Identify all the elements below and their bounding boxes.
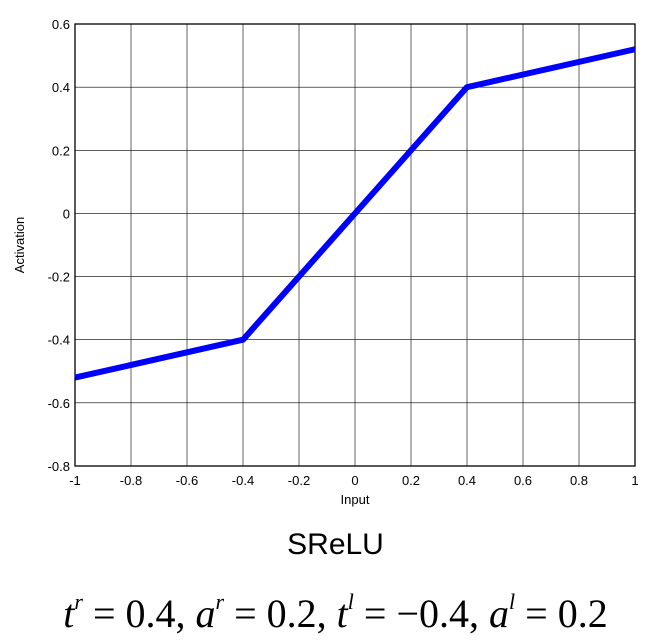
y-tick-label: 0.2: [52, 143, 70, 158]
formula-a-l-sup: l: [509, 589, 516, 614]
x-tick-label: 1: [631, 473, 638, 488]
plot-frame: [74, 23, 636, 467]
x-tick-label: -0.2: [288, 473, 310, 488]
srelu-curve: [74, 46, 636, 381]
formula-t-r-symbol: t: [63, 591, 75, 636]
formula-t-l-sup: l: [347, 589, 354, 614]
y-tick-label: -0.4: [48, 333, 70, 348]
x-tick-label: -0.4: [232, 473, 254, 488]
x-tick-label: -1: [69, 473, 81, 488]
y-axis-label: Activation: [12, 217, 27, 273]
y-tick-label: -0.6: [48, 396, 70, 411]
x-tick-label: 0.6: [514, 473, 532, 488]
formula-t-l-symbol: t: [336, 591, 348, 636]
formula-a-l-symbol: a: [489, 591, 510, 636]
series-layer: [74, 46, 636, 381]
formula-a-r-value: = 0.2,: [234, 591, 327, 636]
formula-t-l-value: = −0.4,: [363, 591, 480, 636]
x-tick-label: 0.8: [570, 473, 588, 488]
parameter-formula: tr = 0.4, ar = 0.2, tl = −0.4, al = 0.2: [0, 590, 671, 637]
chart-title: SReLU: [287, 528, 384, 561]
formula-a-r-symbol: a: [195, 591, 216, 636]
srelu-chart: -1 -0.8 -0.6 -0.4 -0.2 0 0.2 0.4 0.6 0.8 1-0.8-0.6…: [12, 17, 639, 507]
formula-t-r-sup: r: [74, 589, 83, 614]
y-tick-label: 0.6: [52, 17, 70, 32]
y-tick-label: -0.2: [48, 270, 70, 285]
formula-a-r-sup: r: [215, 589, 225, 614]
tick-layer: -1 -0.8 -0.6 -0.4 -0.2 0 0.2 0.4 0.6 0.8 1-0.8-0.6…: [48, 17, 639, 488]
formula-t-r-value: = 0.4,: [92, 591, 186, 636]
x-tick-label: -0.8: [120, 473, 142, 488]
x-tick-label: -0.6: [176, 473, 198, 488]
x-axis-label: Input: [341, 492, 370, 507]
y-tick-label: 0: [63, 206, 70, 221]
x-tick-label: 0: [351, 473, 358, 488]
x-tick-label: 0.2: [402, 473, 420, 488]
y-tick-label: 0.4: [52, 80, 70, 95]
y-tick-label: -0.8: [48, 459, 70, 474]
grid-layer: [74, 23, 636, 467]
formula-a-l-value: = 0.2: [525, 591, 608, 636]
x-tick-label: 0.4: [458, 473, 476, 488]
